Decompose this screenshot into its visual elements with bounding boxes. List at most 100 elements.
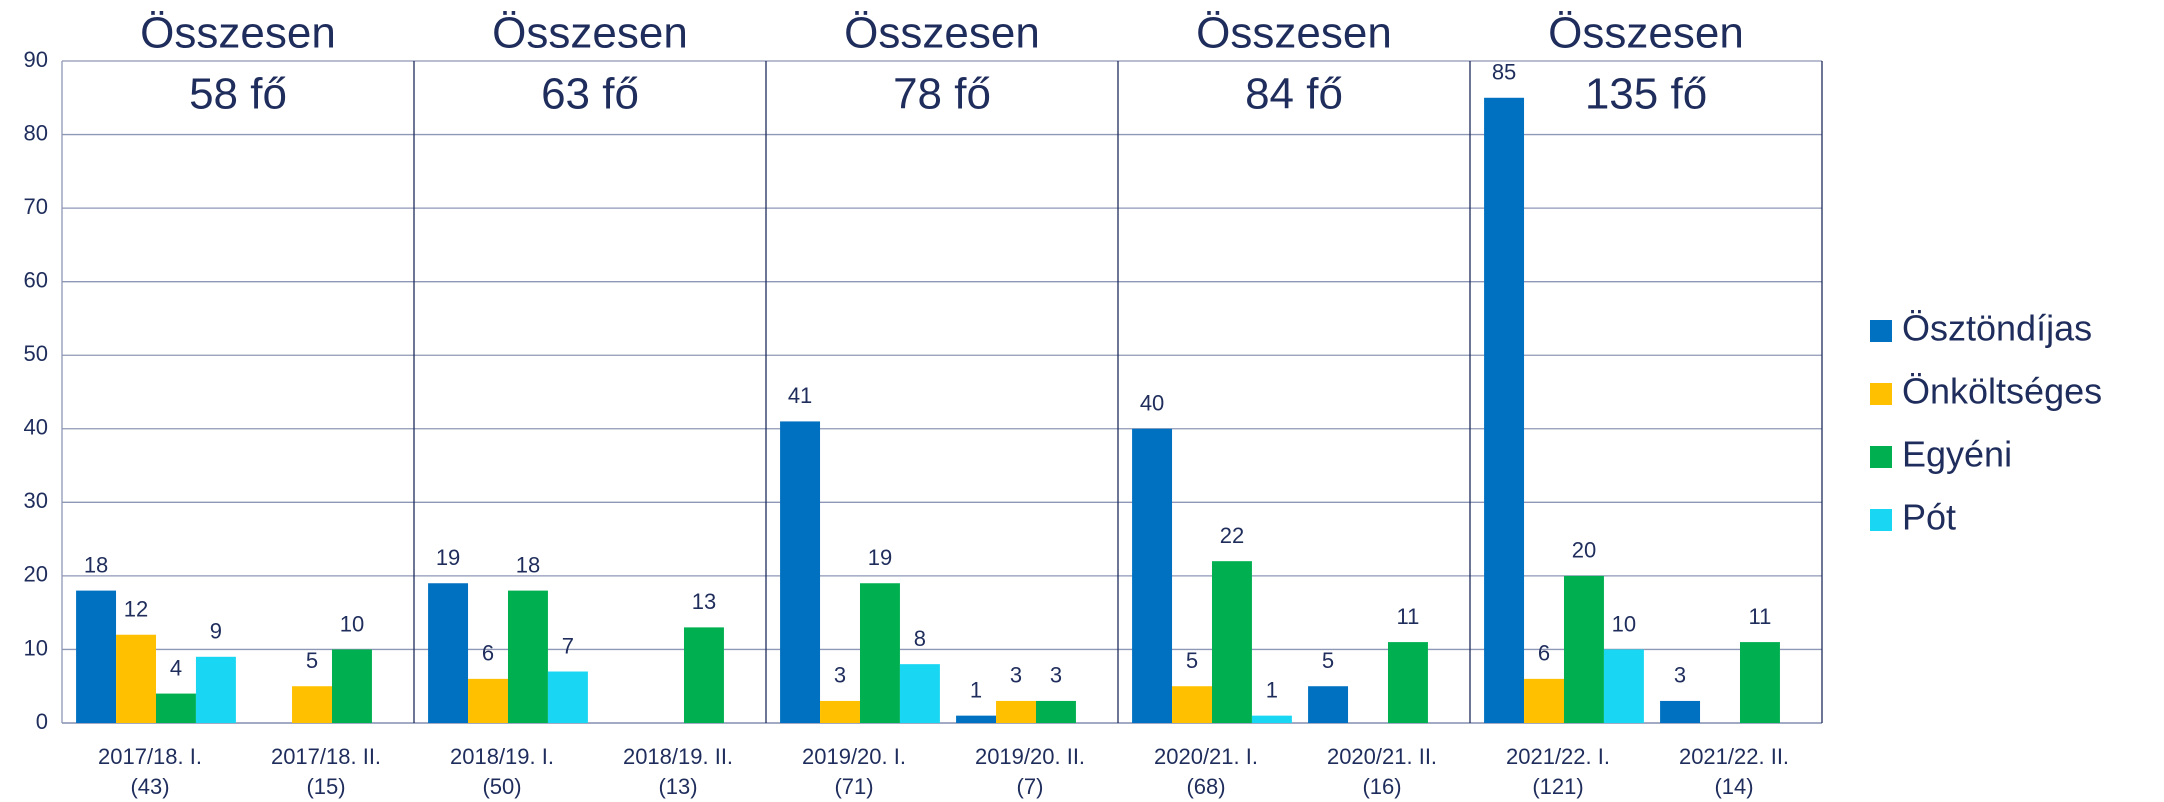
- bar: [292, 686, 332, 723]
- x-tick-label: 2020/21. I.: [1154, 744, 1258, 769]
- value-label: 18: [516, 552, 540, 577]
- x-tick-label: 2017/18. II.: [271, 744, 381, 769]
- annotation: 84 fő: [1245, 70, 1343, 119]
- annotation: 78 fő: [893, 70, 991, 119]
- annotation: Összesen: [844, 9, 1040, 58]
- value-label: 1: [1266, 677, 1278, 702]
- annotation: Összesen: [1548, 9, 1744, 58]
- y-tick-label: 60: [24, 267, 48, 292]
- x-tick-label: 2020/21. II.: [1327, 744, 1437, 769]
- bar: [1660, 700, 1701, 723]
- value-label: 11: [1397, 604, 1420, 629]
- bar: [1251, 715, 1292, 723]
- bar: [859, 583, 900, 723]
- annotation: 63 fő: [541, 70, 639, 119]
- annotation: Összesen: [1196, 9, 1392, 58]
- value-label: 19: [436, 545, 460, 570]
- bar: [1524, 678, 1564, 723]
- x-tick-label: 2019/20. I.: [802, 744, 906, 769]
- y-tick-label: 30: [24, 488, 48, 513]
- value-label: 6: [1538, 641, 1550, 666]
- bar: [899, 664, 940, 723]
- value-label: 3: [834, 663, 846, 688]
- x-tick-label: (13): [658, 774, 697, 799]
- x-tick-label: (15): [306, 774, 345, 799]
- value-label: 19: [868, 545, 892, 570]
- legend-label: Egyéni: [1902, 434, 2012, 475]
- bar: [1308, 686, 1349, 723]
- legend-swatch: [1870, 509, 1892, 531]
- value-label: 13: [692, 589, 716, 614]
- value-label: 40: [1140, 391, 1164, 416]
- y-tick-label: 10: [24, 635, 48, 660]
- value-label: 20: [1572, 538, 1596, 563]
- legend-swatch: [1870, 383, 1892, 405]
- value-label: 11: [1749, 604, 1772, 629]
- bar: [820, 700, 860, 723]
- value-label: 9: [210, 619, 222, 644]
- x-tick-label: (16): [1362, 774, 1401, 799]
- y-tick-label: 80: [24, 120, 48, 145]
- bar: [1563, 575, 1604, 723]
- value-label: 18: [84, 552, 108, 577]
- value-label: 85: [1492, 60, 1516, 85]
- value-label: 3: [1010, 663, 1022, 688]
- legend-label: Ösztöndíjas: [1902, 308, 2092, 349]
- y-tick-label: 90: [24, 47, 48, 72]
- value-label: 7: [562, 633, 574, 658]
- y-tick-label: 40: [24, 415, 48, 440]
- value-label: 6: [482, 641, 494, 666]
- bar: [996, 700, 1036, 723]
- bar: [155, 693, 196, 723]
- bar: [547, 671, 588, 723]
- value-label: 3: [1050, 663, 1062, 688]
- bar: [1132, 428, 1173, 723]
- bar: [1035, 700, 1076, 723]
- legend-label: Pót: [1902, 497, 1956, 538]
- bar: [1387, 642, 1428, 723]
- value-label: 10: [340, 611, 364, 636]
- bar: [195, 656, 236, 723]
- y-tick-label: 20: [24, 562, 48, 587]
- bar: [1484, 97, 1525, 724]
- bar: [1739, 642, 1780, 723]
- legend-swatch: [1870, 320, 1892, 342]
- value-label: 12: [124, 597, 148, 622]
- value-label: 5: [306, 648, 318, 673]
- annotation: 135 fő: [1585, 70, 1707, 119]
- annotation: Összesen: [492, 9, 688, 58]
- value-label: 41: [788, 383, 812, 408]
- x-tick-label: (43): [130, 774, 169, 799]
- bar: [1211, 561, 1252, 723]
- bar: [331, 649, 372, 723]
- y-tick-label: 70: [24, 194, 48, 219]
- x-tick-label: 2019/20. II.: [975, 744, 1085, 769]
- annotation: Összesen: [140, 9, 336, 58]
- bar: [683, 627, 724, 723]
- x-tick-label: 2021/22. I.: [1506, 744, 1610, 769]
- value-label: 22: [1220, 523, 1244, 548]
- legend-swatch: [1870, 446, 1892, 468]
- y-tick-label: 50: [24, 341, 48, 366]
- y-tick-label: 0: [36, 709, 48, 734]
- value-label: 10: [1612, 611, 1636, 636]
- bar: [780, 421, 821, 723]
- bar: [1603, 649, 1644, 723]
- bar: [428, 583, 469, 723]
- bar: [507, 590, 548, 723]
- value-label: 8: [914, 626, 926, 651]
- annotation: 58 fő: [189, 70, 287, 119]
- x-tick-label: (50): [482, 774, 521, 799]
- x-tick-label: (7): [1017, 774, 1044, 799]
- x-tick-label: 2021/22. II.: [1679, 744, 1789, 769]
- x-tick-label: (14): [1714, 774, 1753, 799]
- value-label: 4: [170, 655, 182, 680]
- x-tick-label: 2018/19. II.: [623, 744, 733, 769]
- bar: [468, 678, 508, 723]
- bar: [116, 634, 156, 723]
- value-label: 5: [1186, 648, 1198, 673]
- value-label: 3: [1674, 663, 1686, 688]
- legend-label: Önköltséges: [1902, 371, 2102, 412]
- bar: [956, 715, 997, 723]
